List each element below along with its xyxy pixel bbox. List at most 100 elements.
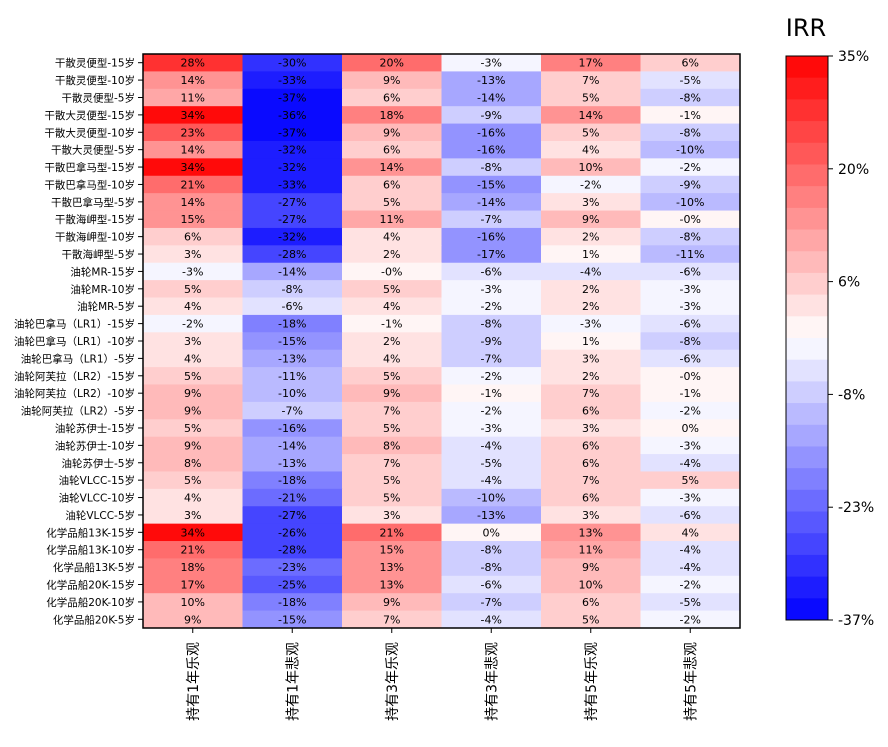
colorbar-band [786,121,828,144]
heatmap-cell [342,593,442,612]
cell-value-label: -26% [278,526,306,539]
heatmap-cell [342,314,442,333]
heatmap-cell [541,332,641,351]
cell-value-label: 21% [380,526,404,539]
heatmap-cell [541,506,641,525]
heatmap-cell [441,488,542,507]
cell-value-label: 1% [582,248,599,261]
heatmap-cell [143,193,243,212]
cell-value-label: 3% [582,509,599,522]
cell-value-label: 9% [184,439,201,452]
heatmap-cell [342,123,442,142]
colorbar-band [786,316,828,339]
cell-value-label: 6% [184,231,201,244]
heatmap-cell [441,558,542,577]
cell-value-label: -17% [477,248,505,261]
heatmap-cell [640,262,741,281]
cell-value-label: 34% [181,109,205,122]
heatmap-cell [242,123,343,142]
cell-value-label: 6% [582,405,599,418]
cell-value-label: 5% [383,370,400,383]
heatmap-cell [342,193,442,212]
row-label: 干散巴拿马型-5岁 [51,196,135,209]
heatmap-cell [342,106,442,125]
cell-value-label: -15% [278,613,306,626]
cell-value-label: -7% [481,596,502,609]
heatmap-cell [143,227,243,246]
cell-value-label: -18% [278,596,306,609]
row-label: 油轮VLCC-15岁 [59,474,135,487]
heatmap-cell [342,349,442,368]
heatmap-cell [640,575,741,594]
heatmap-cell [640,384,741,403]
cell-value-label: 9% [582,561,599,574]
cell-value-label: -32% [278,161,306,174]
cell-value-label: -3% [680,300,701,313]
cell-value-label: 4% [682,526,699,539]
cell-value-label: 2% [383,248,400,261]
heatmap-cell-labels: 28% -30% 20% -3% 17% 6% 14% -33% 9% -13% 7% -5% 11% -… [181,57,705,627]
cell-value-label: -2% [481,370,502,383]
heatmap-cell [541,158,641,177]
cell-value-label: -10% [477,492,505,505]
heatmap-cell [342,210,442,229]
cell-value-label: -13% [477,74,505,87]
cell-value-label: -30% [278,57,306,70]
heatmap-cell [441,297,542,316]
cell-value-label: 18% [181,561,205,574]
cell-value-label: 6% [383,144,400,157]
cell-value-label: 15% [181,213,205,226]
cell-value-label: -27% [278,509,306,522]
heatmap-cell [640,488,741,507]
colorbar-band [786,77,828,100]
cell-value-label: -16% [477,144,505,157]
colorbar-band [786,99,828,122]
heatmap-cell [242,523,343,542]
cell-value-label: 7% [582,74,599,87]
heatmap-cell [640,123,741,142]
cell-value-label: 4% [383,352,400,365]
row-label: 油轮阿芙拉（LR2）-15岁 [14,370,135,383]
heatmap-cell [640,419,741,438]
cell-value-label: 13% [380,561,404,574]
colorbar-band [786,338,828,361]
heatmap-cell [143,332,243,351]
cell-value-label: 11% [380,213,404,226]
row-label: 油轮巴拿马（LR1）-10岁 [14,335,135,348]
cell-value-label: -13% [278,352,306,365]
heatmap-cell [242,436,343,455]
cell-value-label: 7% [383,457,400,470]
heatmap-cell [441,210,542,229]
row-label: 干散海岬型-10岁 [55,231,135,244]
heatmap-cell [441,332,542,351]
heatmap-cell [640,280,741,299]
cell-value-label: -13% [278,457,306,470]
heatmap-cell [640,158,741,177]
cell-value-label: 5% [582,126,599,139]
cell-value-label: 9% [184,405,201,418]
heatmap-cell [143,349,243,368]
heatmap-cell [143,419,243,438]
cell-value-label: -0% [381,265,402,278]
cell-value-label: -1% [680,387,701,400]
cell-value-label: 3% [582,422,599,435]
cell-value-label: 2% [582,370,599,383]
heatmap-cell [143,575,243,594]
cell-value-label: -15% [278,335,306,348]
cell-value-label: -16% [278,422,306,435]
cell-value-label: -4% [481,474,502,487]
heatmap-cell [541,384,641,403]
row-label: 化学品船20K-15岁 [46,579,135,592]
heatmap-cell [640,506,741,525]
heatmap-cell [441,506,542,525]
row-label: 干散巴拿马型-15岁 [44,161,135,174]
cell-value-label: 9% [184,387,201,400]
heatmap-cell [640,523,741,542]
column-label: 持有5年悲观 [682,642,699,721]
heatmap-cell [541,541,641,559]
cell-value-label: -2% [481,300,502,313]
heatmap-cell [143,297,243,316]
cell-value-label: -2% [680,405,701,418]
cell-value-label: -8% [282,283,303,296]
heatmap-cell [541,436,641,455]
